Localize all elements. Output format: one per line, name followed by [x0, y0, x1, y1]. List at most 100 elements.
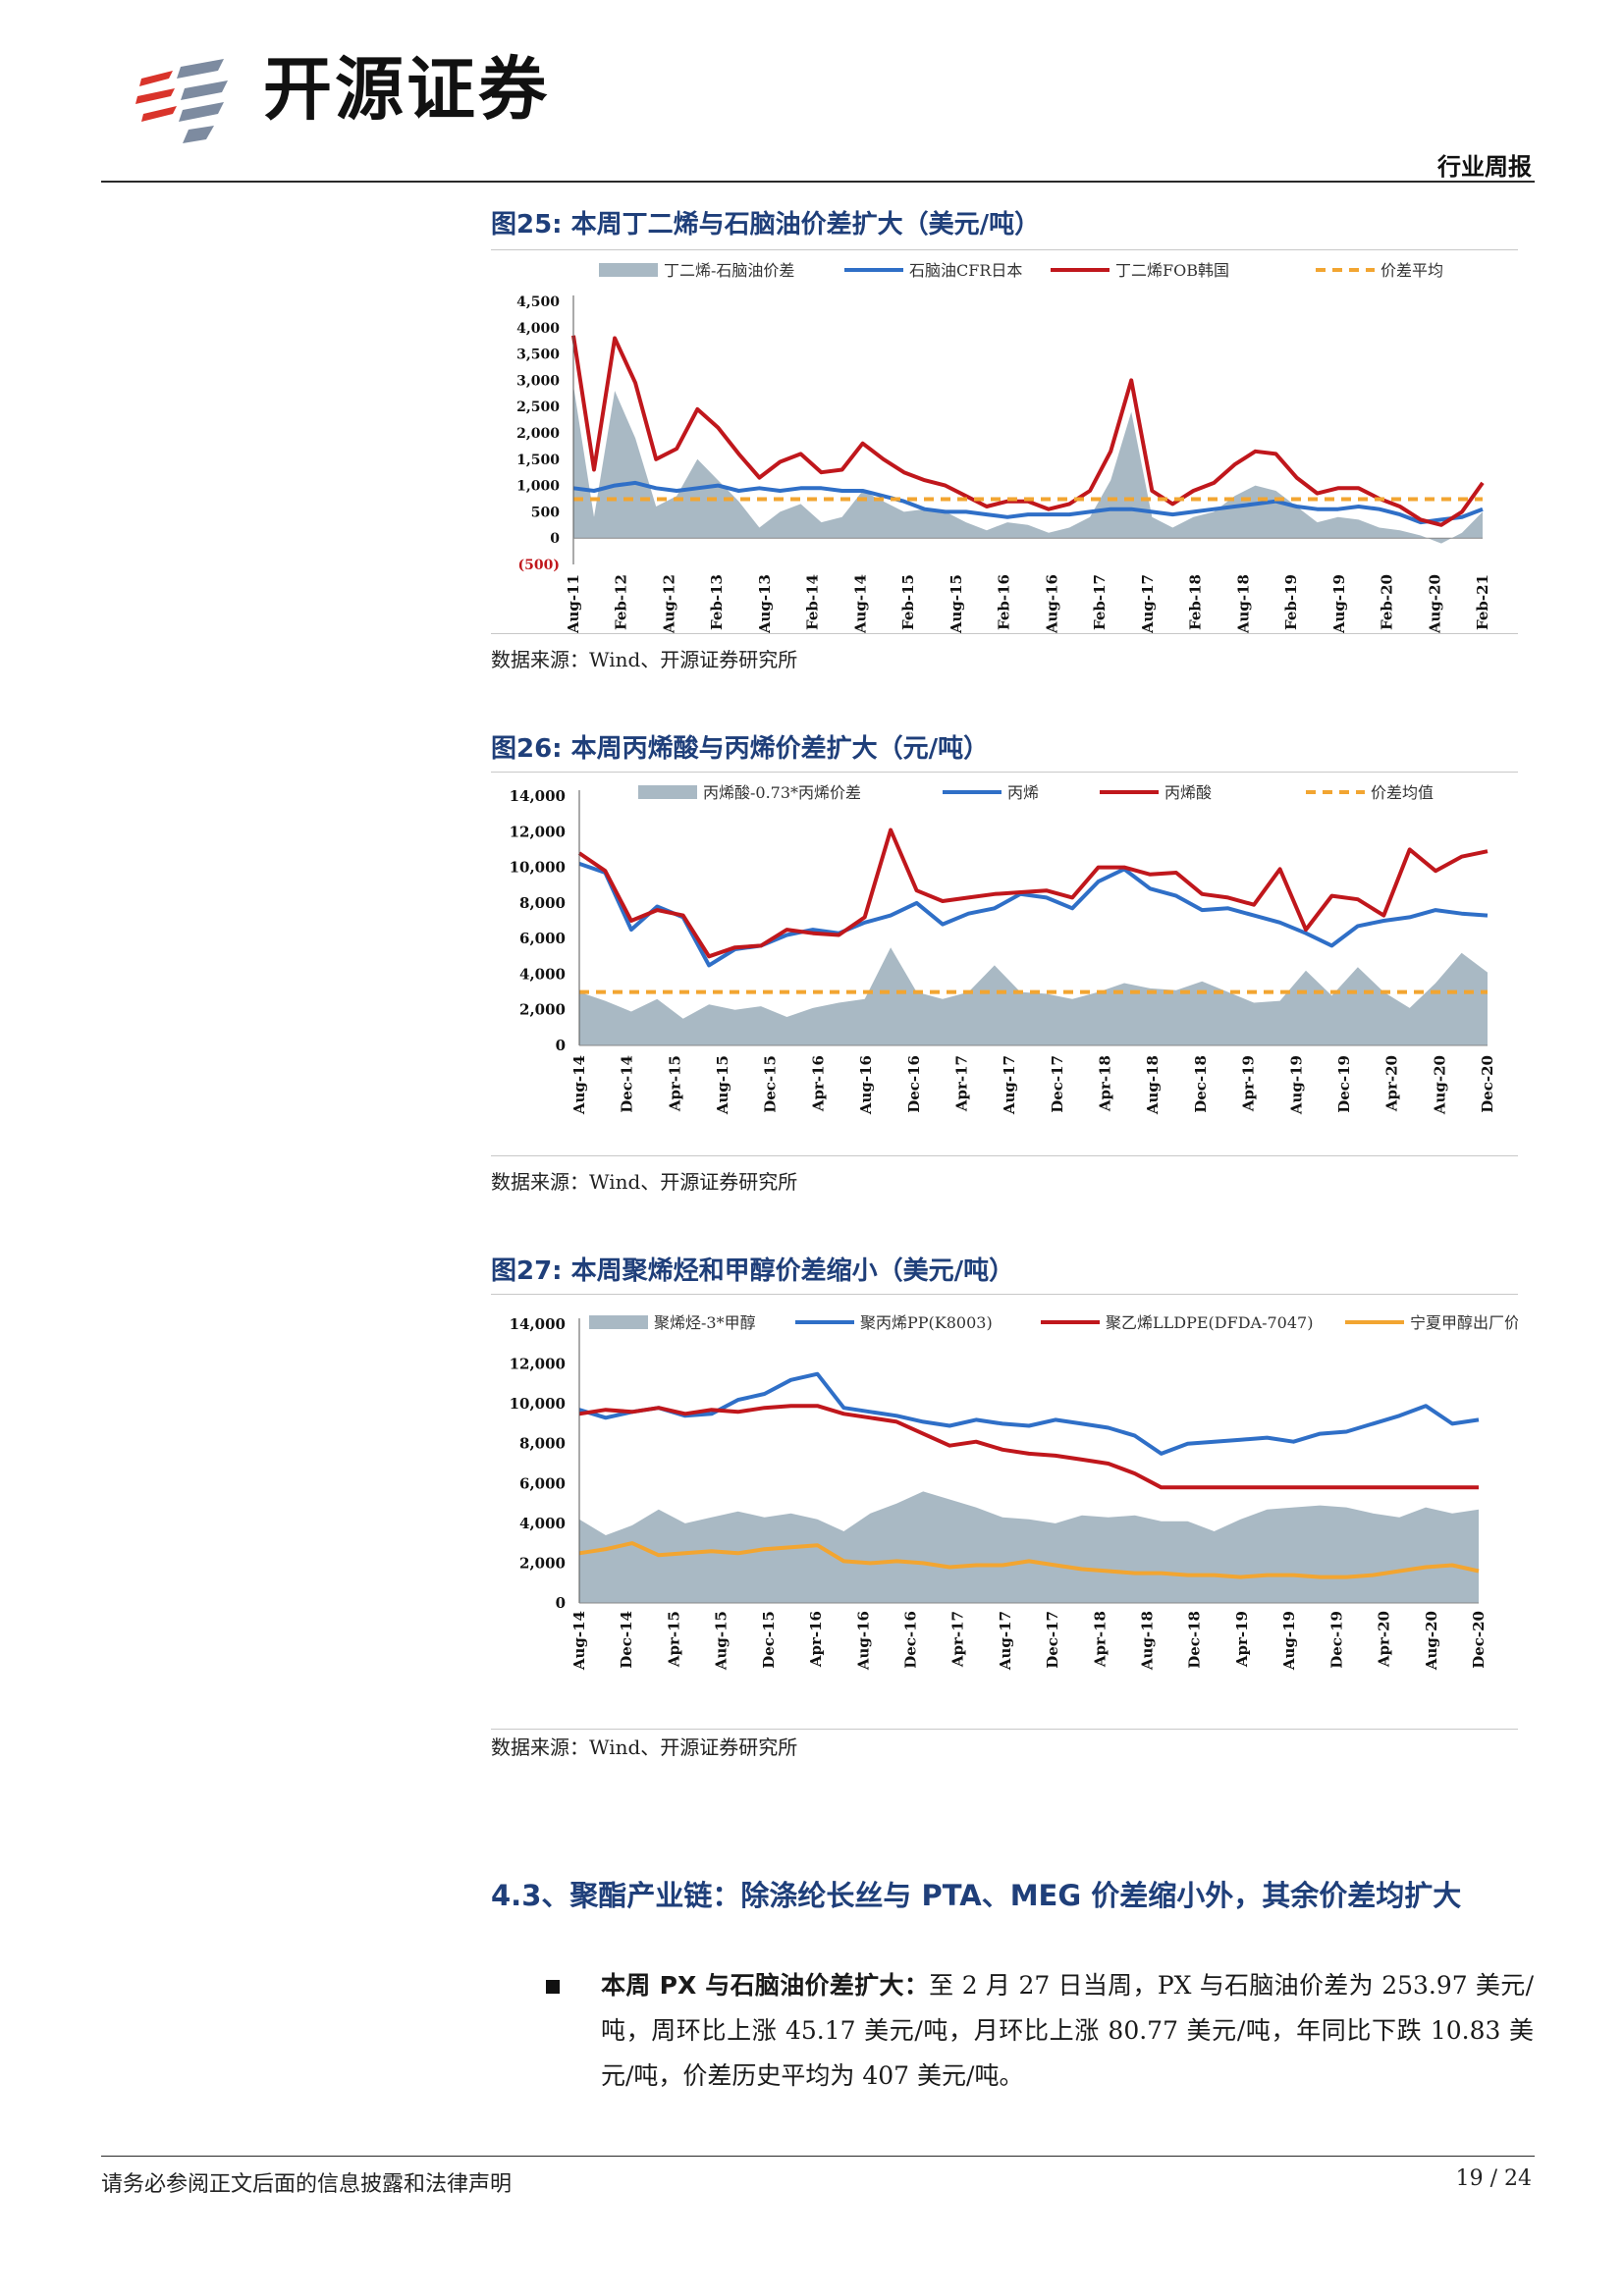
legend-label: 丁二烯FOB韩国	[1115, 261, 1229, 280]
x-tick-label: Aug-15	[713, 1611, 731, 1671]
x-tick-label: Apr-19	[1240, 1055, 1258, 1112]
figure-27-caption: 本周聚烯烃和甲醇价差缩小（美元/吨）	[570, 1256, 1015, 1286]
x-tick-label: Aug-14	[570, 1611, 588, 1671]
x-tick-label: Apr-16	[809, 1055, 827, 1112]
legend-swatch	[589, 1315, 648, 1329]
y-tick-label: 12,000	[510, 823, 566, 840]
figure-25-caption: 本周丁二烯与石脑油价差扩大（美元/吨）	[570, 210, 1041, 240]
page-number: 19 / 24	[1455, 2166, 1532, 2191]
body-paragraph: 本周 PX 与石脑油价差扩大：至 2 月 27 日当周，PX 与石脑油价差为 2…	[601, 1963, 1534, 2099]
x-tick-label: Dec-14	[618, 1611, 635, 1669]
bullet-square-icon	[546, 1980, 560, 1994]
x-tick-label: Feb-15	[899, 574, 917, 630]
x-tick-label: Feb-17	[1091, 574, 1109, 630]
x-tick-label: Dec-19	[1327, 1611, 1345, 1669]
y-tick-label: 500	[531, 505, 560, 520]
x-tick-label: Dec-20	[1470, 1611, 1488, 1669]
figure-26-chart: 14,000 12,000 10,000 8,000 6,000 4,000 2,000 0 A…	[491, 772, 1518, 1156]
y-tick-label: 10,000	[510, 1395, 566, 1413]
figure-26-label: 图26:	[491, 734, 563, 764]
y-tick-label: 3,000	[516, 373, 560, 389]
legend-label: 价差平均	[1380, 261, 1443, 280]
x-tick-label: Feb-18	[1187, 574, 1205, 630]
y-tick-label: 4,000	[519, 965, 566, 983]
series-line-1	[578, 862, 1489, 968]
x-tick-label: Aug-20	[1423, 1611, 1440, 1671]
legend-label: 丙烯酸-0.73*丙烯价差	[703, 783, 861, 802]
y-tick-label: 0	[550, 531, 560, 547]
x-tick-label: Aug-12	[660, 574, 677, 633]
x-tick-label: Dec-15	[762, 1055, 780, 1113]
footer-divider	[101, 2156, 1535, 2157]
y-tick-label: 1,500	[516, 453, 560, 468]
x-tick-label: Aug-14	[851, 574, 869, 633]
figure-27-source: 数据来源：Wind、开源证券研究所	[491, 1735, 798, 1759]
x-tick-label: Dec-17	[1044, 1611, 1061, 1669]
x-tick-label: Aug-19	[1287, 1055, 1305, 1115]
legend-label: 石脑油CFR日本	[909, 261, 1022, 280]
document-type: 行业周报	[1437, 153, 1532, 181]
y-tick-label: 1,000	[516, 479, 560, 495]
legend-swatch	[599, 263, 658, 277]
x-tick-label: Dec-18	[1192, 1055, 1210, 1113]
figure-25-label: 图25:	[491, 210, 563, 240]
legend-label: 聚丙烯PP(K8003)	[860, 1313, 993, 1332]
series-line-2	[578, 1404, 1479, 1490]
y-tick-label: 4,000	[519, 1515, 566, 1532]
x-tick-label: Apr-15	[666, 1055, 683, 1112]
x-tick-label: Aug-19	[1330, 574, 1348, 633]
chart-polyolefin-methanol: 14,00012,00010,0008,0006,0004,0002,0000A…	[510, 1313, 1520, 1671]
legend-swatch	[638, 785, 697, 799]
y-tick-label: 2,000	[516, 426, 560, 442]
series-area-0	[573, 385, 1483, 544]
x-tick-label: Aug-16	[854, 1611, 872, 1671]
y-tick-label: 12,000	[510, 1356, 566, 1373]
x-tick-label: Aug-19	[1280, 1611, 1298, 1671]
series-area-0	[579, 947, 1488, 1045]
y-tick-label: 4,000	[516, 321, 560, 337]
x-tick-label: Apr-20	[1376, 1611, 1393, 1668]
x-tick-label: Aug-18	[1144, 1055, 1162, 1115]
x-tick-label: Apr-15	[665, 1611, 682, 1668]
legend-label: 聚烯烃-3*甲醇	[654, 1313, 756, 1332]
figure-25-chart: 4,500 4,000 3,500 3,000 2,500 2,000 1,500 1,000…	[491, 249, 1518, 634]
x-tick-label: Dec-20	[1479, 1055, 1496, 1113]
x-tick-label: Apr-16	[807, 1611, 825, 1668]
figure-26-title: 图26: 本周丙烯酸与丙烯价差扩大（元/吨）	[491, 728, 989, 765]
x-tick-label: Feb-20	[1379, 574, 1396, 630]
x-tick-label: Aug-15	[714, 1055, 731, 1115]
x-tick-label: Aug-18	[1139, 1611, 1157, 1671]
header-divider	[101, 181, 1535, 183]
legend-label: 丙烯酸	[1164, 783, 1212, 802]
x-tick-label: Aug-20	[1426, 574, 1443, 633]
series-line-2	[571, 335, 1485, 527]
x-tick-label: Dec-18	[1186, 1611, 1204, 1669]
x-tick-label: Feb-14	[804, 574, 822, 630]
x-tick-label: Aug-15	[947, 574, 965, 633]
x-tick-label: Feb-12	[613, 574, 630, 630]
y-tick-label: 14,000	[510, 1315, 566, 1333]
x-tick-label: Dec-19	[1335, 1055, 1353, 1113]
section-heading: 4.3、聚酯产业链：除涤纶长丝与 PTA、MEG 价差缩小外，其余价差均扩大	[491, 1873, 1532, 1918]
x-tick-label: Aug-16	[857, 1055, 875, 1115]
figure-25-title: 图25: 本周丁二烯与石脑油价差扩大（美元/吨）	[491, 204, 1040, 240]
x-tick-label: Aug-20	[1431, 1055, 1448, 1115]
y-tick-label: 0	[556, 1594, 566, 1612]
y-tick-label: 8,000	[519, 894, 566, 912]
y-tick-label: 0	[556, 1037, 566, 1054]
series-area-0	[579, 1491, 1479, 1603]
y-tick-label: 2,500	[516, 400, 560, 415]
figure-26-caption: 本周丙烯酸与丙烯价差扩大（元/吨）	[570, 734, 990, 764]
footer-disclaimer: 请务必参阅正文后面的信息披露和法律声明	[101, 2172, 513, 2197]
figure-27-title: 图27: 本周聚烯烃和甲醇价差缩小（美元/吨）	[491, 1251, 1014, 1287]
y-tick-label: 2,000	[519, 1554, 566, 1572]
legend-label: 价差均值	[1371, 783, 1434, 802]
y-tick-label: 4,500	[516, 294, 560, 310]
x-tick-label: Dec-16	[905, 1055, 923, 1113]
x-tick-label: Aug-18	[1234, 574, 1252, 633]
x-tick-label: Aug-17	[1001, 1055, 1018, 1115]
x-tick-label: Apr-18	[1097, 1055, 1114, 1112]
section-title: 聚酯产业链：除涤纶长丝与 PTA、MEG 价差缩小外，其余价差均扩大	[569, 1879, 1462, 1912]
y-tick-label: 6,000	[519, 1474, 566, 1492]
series-line-1	[572, 480, 1484, 525]
